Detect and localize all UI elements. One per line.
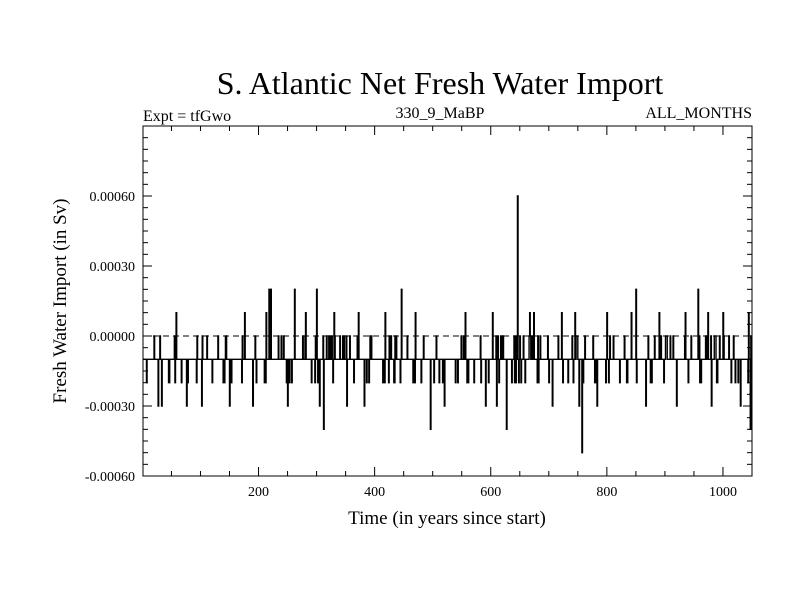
y-axis-label: Fresh Water Import (in Sv) (50, 199, 71, 404)
axis-tick-labels: 200 400 600 800 1000 -0.00060 -0.00030 0.00000 0… (85, 190, 737, 500)
x-axis-label: Time (in years since start) (348, 508, 546, 529)
axis-ticks (143, 126, 752, 477)
y-tick-label: 0.00030 (90, 260, 136, 275)
y-tick-label: 0.00000 (90, 330, 136, 345)
x-tick-label: 400 (364, 485, 385, 500)
chart-subtitle-left: Expt = tfGwo (143, 108, 231, 125)
plot-area (143, 195, 753, 454)
plot-frame (142, 125, 753, 477)
chart-title: S. Atlantic Net Fresh Water Import (217, 65, 664, 101)
x-tick-label: 600 (480, 485, 501, 500)
x-tick-label: 200 (248, 485, 269, 500)
series-line (143, 195, 753, 454)
y-tick-label: 0.00060 (90, 190, 136, 205)
x-tick-label: 800 (596, 485, 617, 500)
y-tick-label: -0.00030 (85, 400, 135, 415)
y-tick-label: -0.00060 (85, 470, 135, 485)
chart-subtitle-right: ALL_MONTHS (645, 105, 752, 122)
chart-subtitle-center: 330_9_MaBP (396, 105, 485, 122)
x-tick-label: 1000 (709, 485, 737, 500)
